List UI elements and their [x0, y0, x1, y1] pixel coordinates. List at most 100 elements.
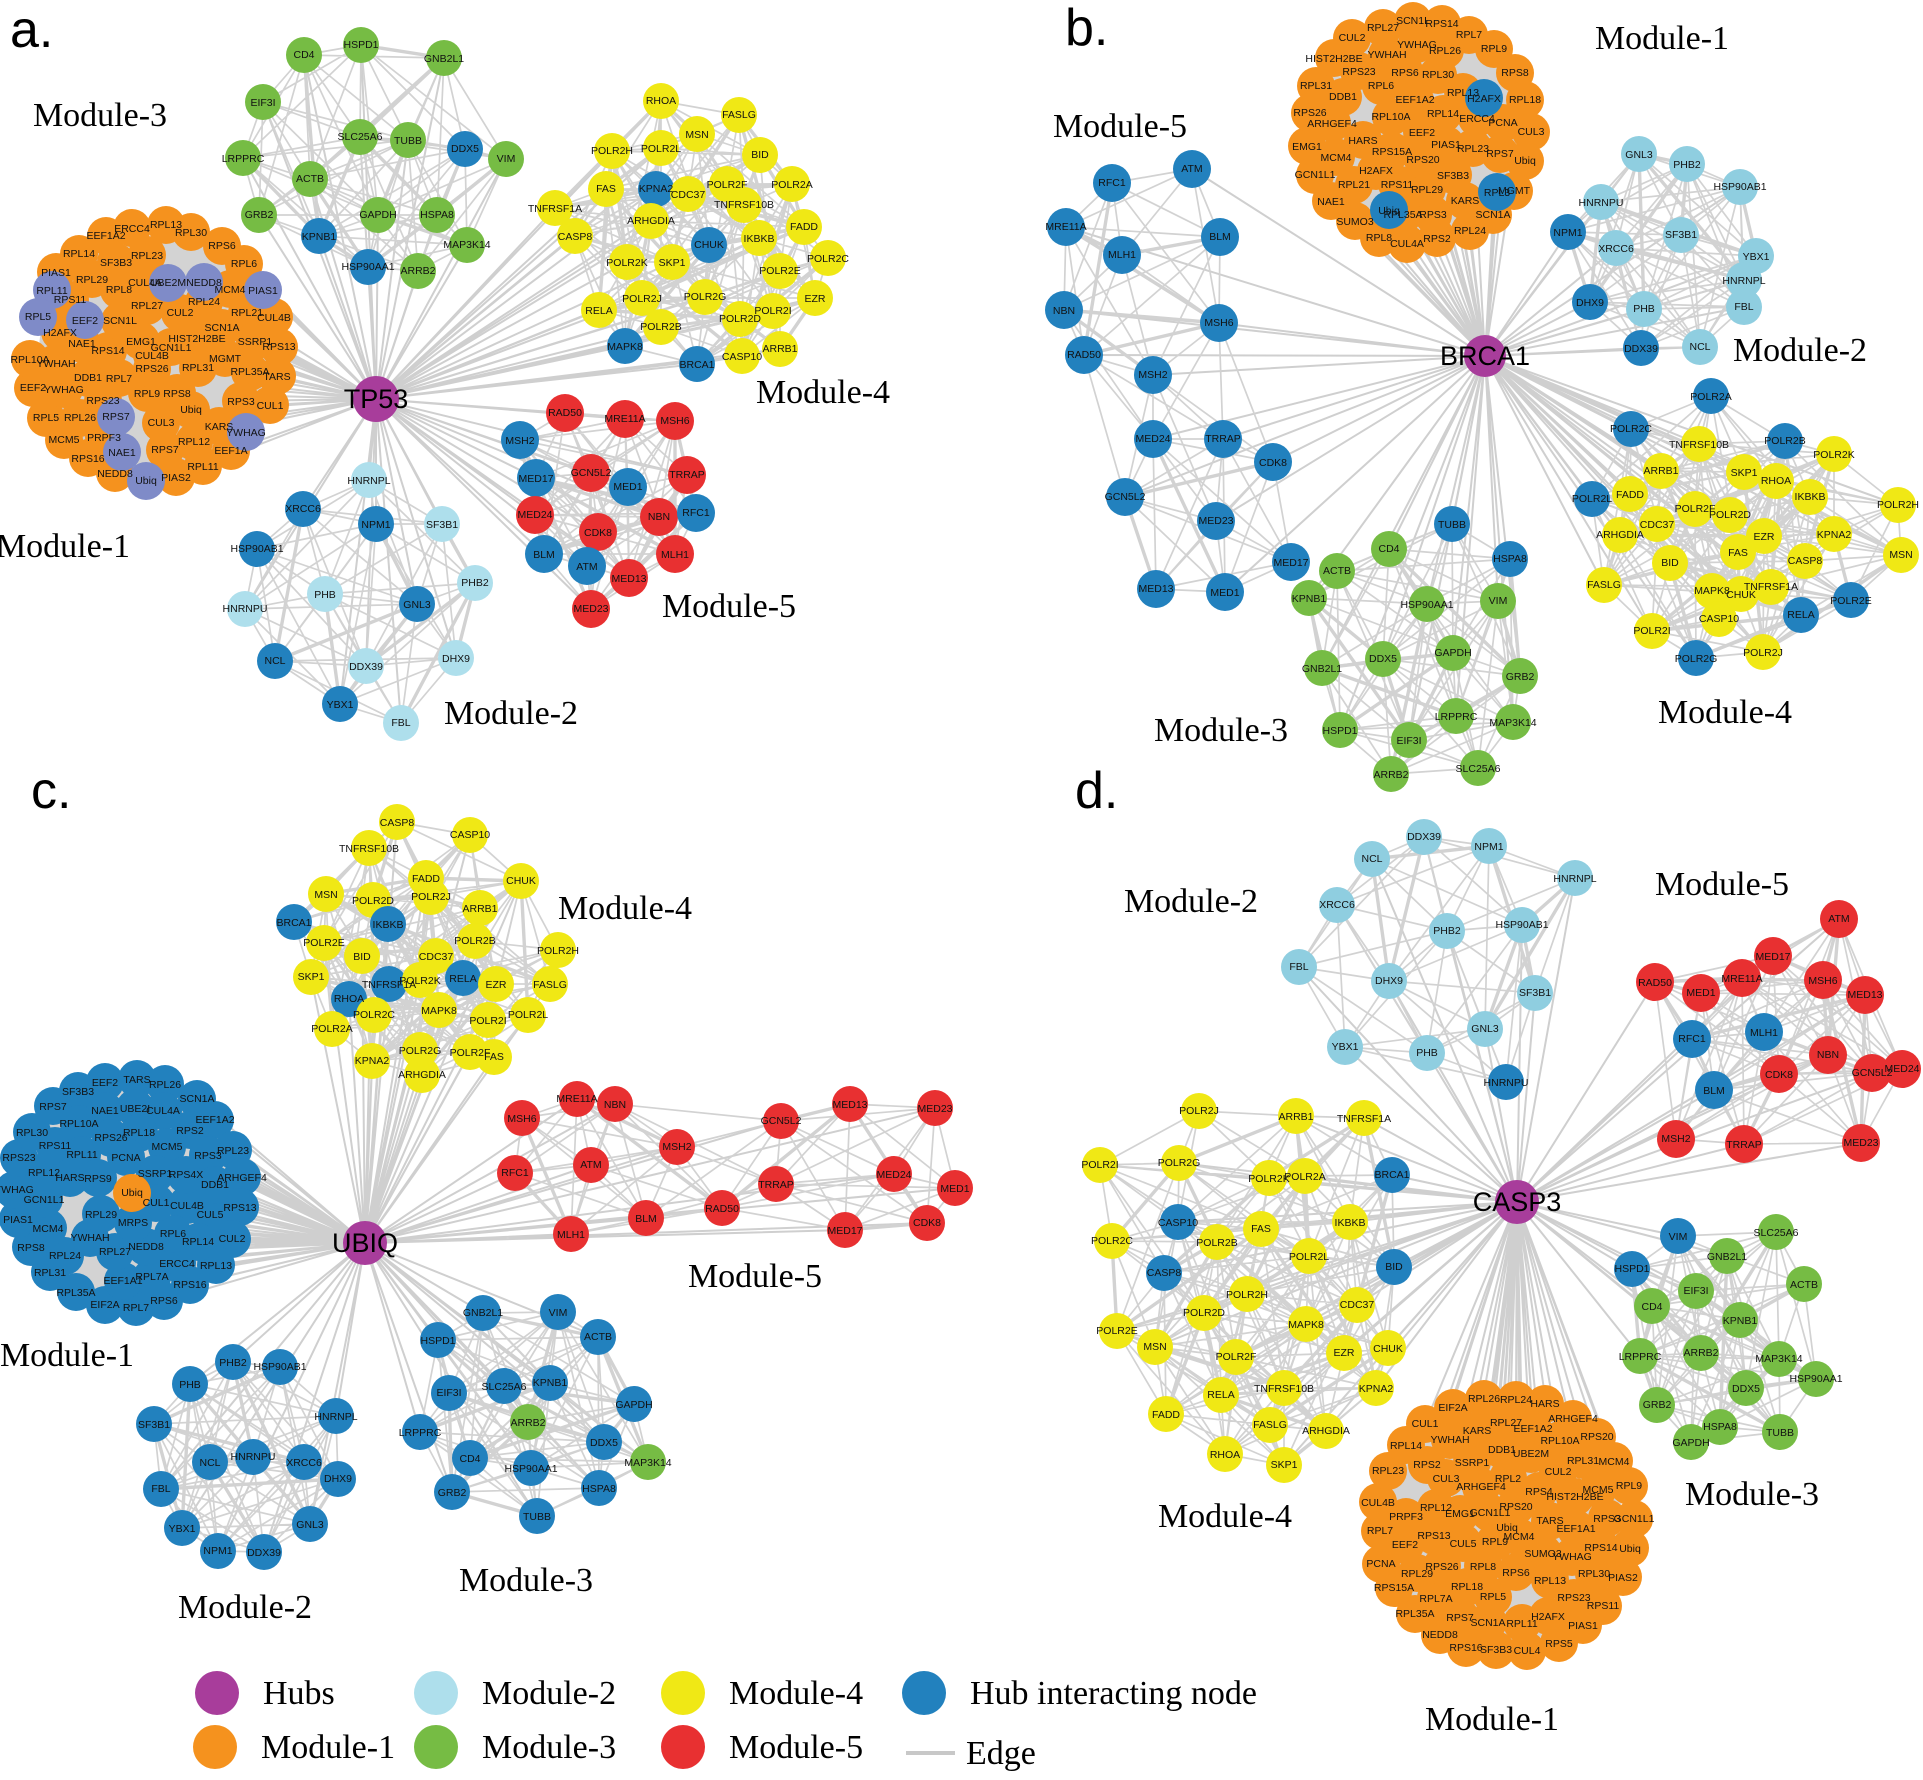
- svg-text:YWHAG: YWHAG: [226, 427, 266, 439]
- svg-text:ACTB: ACTB: [1323, 565, 1351, 577]
- svg-text:RPS6: RPS6: [1391, 67, 1419, 79]
- svg-text:MSN: MSN: [314, 889, 337, 901]
- svg-text:YWHAH: YWHAH: [1367, 49, 1406, 61]
- svg-text:TARS: TARS: [263, 371, 290, 383]
- svg-text:POLR2E: POLR2E: [759, 265, 800, 277]
- svg-text:RPL7: RPL7: [1456, 29, 1482, 41]
- svg-text:RPL31: RPL31: [34, 1267, 66, 1279]
- svg-text:GNL3: GNL3: [1625, 149, 1653, 161]
- svg-text:RFC1: RFC1: [1098, 177, 1126, 189]
- svg-text:POLR2A: POLR2A: [311, 1023, 352, 1035]
- svg-text:FAS: FAS: [484, 1051, 504, 1063]
- svg-text:Ubiq: Ubiq: [1378, 205, 1400, 217]
- svg-text:CDK8: CDK8: [1765, 1069, 1793, 1081]
- svg-text:RPL9: RPL9: [134, 388, 160, 400]
- svg-text:NAE1: NAE1: [108, 447, 136, 459]
- svg-text:RPL13: RPL13: [1447, 87, 1479, 99]
- svg-text:HSPA8: HSPA8: [420, 209, 454, 221]
- svg-text:RPL24: RPL24: [188, 296, 220, 308]
- svg-text:LRPPRC: LRPPRC: [399, 1427, 442, 1439]
- svg-text:POLR2B: POLR2B: [454, 935, 495, 947]
- svg-text:FAS: FAS: [1728, 547, 1748, 559]
- svg-text:RPS6: RPS6: [208, 240, 236, 252]
- svg-text:FASLG: FASLG: [1253, 1419, 1287, 1431]
- svg-text:POLR2H: POLR2H: [591, 145, 633, 157]
- svg-text:MAP3K14: MAP3K14: [1489, 717, 1536, 729]
- svg-text:CUL5: CUL5: [197, 1209, 224, 1221]
- svg-text:SF3B1: SF3B1: [1665, 229, 1697, 241]
- svg-text:HSPA8: HSPA8: [1493, 553, 1527, 565]
- svg-text:YWHAG: YWHAG: [1397, 39, 1437, 51]
- svg-text:RPL7A: RPL7A: [1419, 1593, 1452, 1605]
- svg-text:SCN1A: SCN1A: [179, 1093, 214, 1105]
- svg-text:MCM5: MCM5: [1583, 1484, 1614, 1496]
- svg-text:EEF2: EEF2: [72, 315, 98, 327]
- svg-text:BLM: BLM: [1209, 231, 1231, 243]
- svg-text:RPL18: RPL18: [123, 1127, 155, 1139]
- svg-text:Module-4: Module-4: [1658, 694, 1792, 731]
- svg-text:MCM4: MCM4: [215, 284, 246, 296]
- svg-text:HSP90AB1: HSP90AB1: [1495, 919, 1548, 931]
- svg-text:CUL2: CUL2: [1545, 1466, 1572, 1478]
- svg-text:PIAS1: PIAS1: [1568, 1620, 1598, 1632]
- svg-text:RPL12: RPL12: [1420, 1502, 1452, 1514]
- svg-text:PIAS1: PIAS1: [1431, 139, 1461, 151]
- svg-text:RFC1: RFC1: [682, 507, 710, 519]
- svg-text:FAS: FAS: [596, 183, 616, 195]
- svg-text:NCL: NCL: [264, 655, 285, 667]
- svg-text:TNFRSF1A: TNFRSF1A: [1744, 581, 1798, 593]
- svg-text:BRCA1: BRCA1: [679, 359, 714, 371]
- svg-text:Module-5: Module-5: [662, 588, 796, 625]
- svg-text:RPL5: RPL5: [33, 412, 59, 424]
- svg-text:GCN5L2: GCN5L2: [1852, 1067, 1893, 1079]
- svg-text:NAE1: NAE1: [91, 1105, 119, 1117]
- svg-text:EEF2: EEF2: [1392, 1539, 1418, 1551]
- svg-text:NPM1: NPM1: [203, 1545, 232, 1557]
- svg-text:PCNA: PCNA: [1488, 117, 1517, 129]
- svg-text:RPL2: RPL2: [1495, 1473, 1521, 1485]
- svg-text:RPS23: RPS23: [86, 395, 119, 407]
- svg-text:ATM: ATM: [576, 561, 597, 573]
- svg-text:RPS3: RPS3: [1419, 209, 1447, 221]
- svg-text:RPS20: RPS20: [1499, 1501, 1532, 1513]
- svg-text:GCN5L2: GCN5L2: [761, 1115, 802, 1127]
- svg-text:CUL2: CUL2: [219, 1233, 246, 1245]
- svg-text:YWHAH: YWHAH: [70, 1232, 109, 1244]
- svg-text:MED17: MED17: [827, 1225, 862, 1237]
- svg-text:RPL29: RPL29: [1411, 184, 1443, 196]
- svg-text:POLR2C: POLR2C: [353, 1009, 395, 1021]
- svg-text:Module-4: Module-4: [729, 1675, 863, 1712]
- svg-text:CDC37: CDC37: [671, 189, 706, 201]
- svg-text:POLR2A: POLR2A: [771, 179, 812, 191]
- svg-text:RPL10A: RPL10A: [1371, 111, 1410, 123]
- svg-text:EEF1A: EEF1A: [214, 445, 247, 457]
- svg-text:MSH6: MSH6: [1808, 975, 1837, 987]
- svg-text:MED1: MED1: [1210, 587, 1239, 599]
- svg-text:RPL7: RPL7: [106, 373, 132, 385]
- svg-text:CUL4A: CUL4A: [1390, 238, 1424, 250]
- svg-text:CUL1: CUL1: [257, 400, 284, 412]
- svg-text:Module-5: Module-5: [688, 1258, 822, 1295]
- svg-text:CDC37: CDC37: [419, 951, 454, 963]
- svg-text:PIAS2: PIAS2: [161, 472, 191, 484]
- svg-text:CDC37: CDC37: [1340, 1299, 1375, 1311]
- svg-text:XRCC6: XRCC6: [1319, 899, 1355, 911]
- svg-text:HNRNPL: HNRNPL: [347, 475, 390, 487]
- svg-text:CD4: CD4: [1641, 1301, 1662, 1313]
- svg-text:TNFRSF10B: TNFRSF10B: [714, 199, 774, 211]
- svg-text:RPS23: RPS23: [2, 1152, 35, 1164]
- svg-text:EZR: EZR: [805, 293, 826, 305]
- svg-text:BID: BID: [353, 951, 371, 963]
- svg-text:SSRP1: SSRP1: [238, 336, 273, 348]
- svg-text:MED13: MED13: [1847, 989, 1882, 1001]
- svg-text:EEF1A2: EEF1A2: [195, 1114, 234, 1126]
- svg-text:GRB2: GRB2: [1643, 1399, 1672, 1411]
- svg-text:SCN1L: SCN1L: [1396, 15, 1430, 27]
- svg-text:MSN: MSN: [1889, 549, 1912, 561]
- svg-text:TNFRSF1A: TNFRSF1A: [1337, 1113, 1391, 1125]
- svg-text:MGMT: MGMT: [1498, 185, 1531, 197]
- svg-text:FADD: FADD: [1616, 489, 1644, 501]
- svg-text:YBX1: YBX1: [1743, 251, 1770, 263]
- svg-text:ARRB1: ARRB1: [762, 343, 797, 355]
- svg-text:PIAS2: PIAS2: [1608, 1572, 1638, 1584]
